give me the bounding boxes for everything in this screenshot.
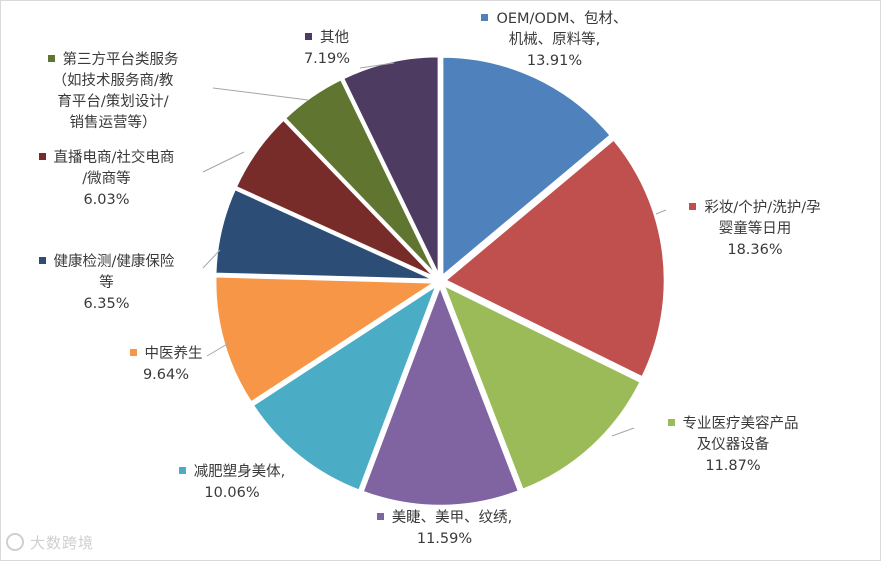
slice-percent-label: 7.19% [303, 51, 351, 67]
slice-name-text: （如技术服务商/教 [52, 73, 174, 89]
legend-swatch [305, 33, 312, 40]
slice-label-line: 专业医疗美容产品 [643, 414, 823, 435]
slice-label-3: 专业医疗美容产品及仪器设备 11.87% [643, 414, 823, 477]
slice-percent-label: 11.59% [416, 531, 473, 547]
pie-slice-1 [440, 55, 613, 280]
pie-slice-8 [233, 117, 437, 280]
slice-label-line: 销售运营等） [8, 113, 218, 134]
slice-percent-label: 13.91% [526, 53, 583, 69]
slice-label-line: 减肥塑身美体, [157, 462, 307, 483]
slice-name-text: 直播电商/社交电商 [53, 150, 175, 166]
leader-line-10 [359, 62, 395, 69]
pie-slice-9 [282, 77, 439, 278]
slice-name-text: /微商等 [82, 171, 131, 187]
slice-label-line: 直播电商/社交电商 [14, 148, 199, 169]
slice-percent-label: 9.64% [142, 367, 190, 383]
slice-label-line: 中医养生 [111, 344, 221, 365]
slice-percent-label: 6.35% [83, 296, 130, 312]
legend-swatch [38, 257, 46, 264]
slice-label-line: 彩妆/个护/洗护/孕 [675, 198, 835, 219]
legend-swatch [667, 419, 675, 426]
slice-label-line: 及仪器设备 [643, 435, 823, 456]
legend-swatch [38, 153, 46, 160]
pie-slice-4 [360, 282, 521, 508]
legend-swatch [129, 349, 137, 356]
legend-swatch [481, 14, 489, 21]
slice-name-text: 美睫、美甲、纹绣, [391, 510, 513, 526]
slice-label-5: 减肥塑身美体, 10.06% [157, 462, 307, 504]
leader-line-9 [212, 87, 309, 101]
pie-slice-7 [213, 187, 436, 282]
slice-label-9: 第三方平台类服务 （如技术服务商/教 育平台/策划设计/销售运营等） [8, 50, 218, 134]
slice-percent-label: 11.87% [705, 458, 761, 474]
pie-slice-2 [442, 137, 667, 380]
slice-label-line: 等 [14, 273, 199, 294]
slice-label-line: 其他 [287, 28, 367, 49]
slice-name-text: 其他 [320, 30, 349, 46]
legend-swatch [47, 55, 55, 62]
slice-label-line: （如技术服务商/教 [8, 71, 218, 92]
slice-label-2: 彩妆/个护/洗护/孕婴童等日用 18.36% [675, 198, 835, 261]
leader-line-2 [655, 209, 667, 215]
leader-line-6 [206, 342, 230, 357]
slice-name-text: 中医养生 [144, 346, 203, 362]
pie-slice-5 [250, 281, 440, 493]
pie-slice-6 [214, 275, 440, 405]
leader-line-7 [202, 249, 221, 269]
slice-label-4: 美睫、美甲、纹绣, 11.59% [352, 508, 537, 550]
slice-label-line: 育平台/策划设计/ [8, 92, 218, 113]
slice-name-text: 减肥塑身美体, [193, 464, 286, 480]
slice-percent-label: 10.06% [204, 485, 260, 501]
slice-label-1: OEM/ODM、包材、机械、原料等, 13.91% [467, 9, 642, 72]
slice-label-line: /微商等 [14, 169, 199, 190]
slice-name-text: 健康检测/健康保险 [53, 254, 175, 270]
slice-label-line: OEM/ODM、包材、 [467, 9, 642, 30]
slice-name-text: OEM/ODM、包材、 [496, 11, 628, 27]
leader-line-8 [202, 151, 245, 173]
watermark-logo-icon [6, 533, 24, 551]
pie-slice-3 [441, 282, 643, 492]
slice-name-text: 销售运营等） [69, 115, 157, 131]
slice-label-10: 其他 7.19% [287, 28, 367, 70]
slice-label-line: 婴童等日用 [675, 219, 835, 240]
legend-swatch [689, 203, 697, 210]
slice-name-text: 育平台/策划设计/ [57, 94, 169, 110]
slice-name-text: 彩妆/个护/洗护/孕 [704, 200, 821, 216]
slice-label-6: 中医养生 9.64% [111, 344, 221, 386]
slice-label-7: 健康检测/健康保险等 6.35% [14, 252, 199, 315]
slice-name-text: 等 [99, 275, 114, 291]
leader-line-3 [611, 427, 635, 437]
slice-percent-label: 6.03% [83, 192, 130, 208]
legend-swatch [178, 467, 186, 474]
slice-label-8: 直播电商/社交电商/微商等 6.03% [14, 148, 199, 211]
slice-name-text: 第三方平台类服务 [62, 52, 179, 68]
pie-slice-10 [341, 54, 441, 277]
watermark-text: 大数跨境 [30, 534, 95, 552]
slice-label-line: 健康检测/健康保险 [14, 252, 199, 273]
slice-name-text: 及仪器设备 [696, 437, 770, 453]
slice-label-line: 第三方平台类服务 [8, 50, 218, 71]
slice-name-text: 专业医疗美容产品 [682, 416, 799, 432]
slice-percent-label: 18.36% [727, 242, 783, 258]
slice-name-text: 婴童等日用 [718, 221, 792, 237]
legend-swatch [376, 513, 384, 520]
slice-label-line: 美睫、美甲、纹绣, [352, 508, 537, 529]
watermark: 大数跨境 [6, 532, 94, 553]
slice-name-text: 机械、原料等, [508, 32, 601, 48]
slice-label-line: 机械、原料等, [467, 30, 642, 51]
